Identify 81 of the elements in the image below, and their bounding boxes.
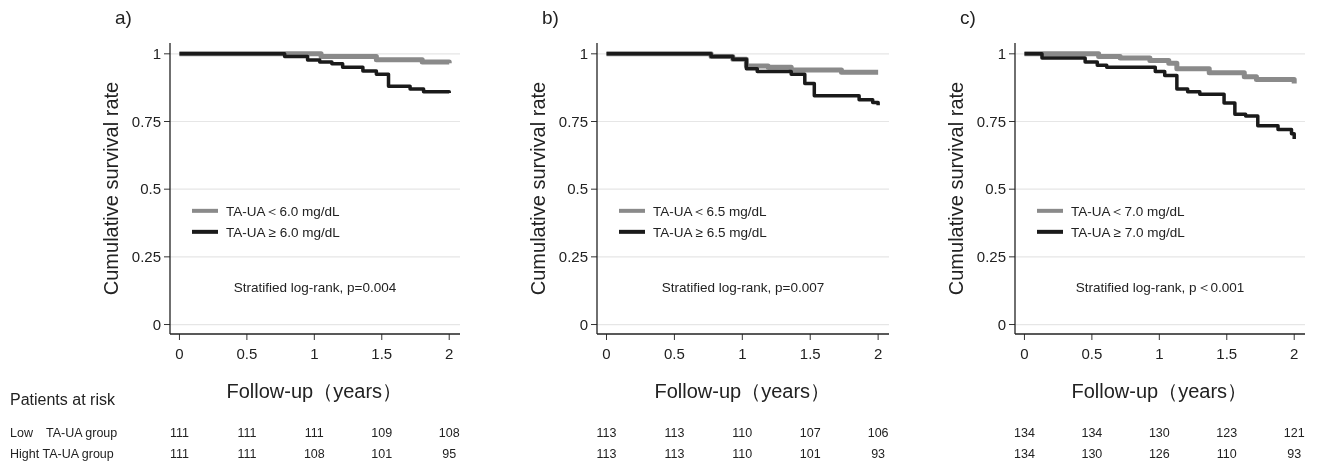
legend-label: TA-UA ≥ 6.5 mg/dL xyxy=(653,224,768,240)
x-tick-label: 1.5 xyxy=(371,345,393,362)
x-tick-label: 0.5 xyxy=(236,345,258,362)
y-tick-label: 0.25 xyxy=(131,247,161,265)
text: 134 xyxy=(1014,447,1035,461)
x-tick-label: 1 xyxy=(1155,345,1164,362)
x-tick-label: 0 xyxy=(602,345,611,362)
x-tick-label: 1 xyxy=(310,345,319,362)
text: 126 xyxy=(1148,447,1170,461)
x-tick-label: 2 xyxy=(873,345,883,362)
text: 121 xyxy=(1283,426,1305,440)
x-tick-label: 0 xyxy=(175,345,184,362)
x-tick-label: 0.5 xyxy=(663,345,685,362)
text: 134 xyxy=(1014,426,1035,440)
text: 109 xyxy=(371,426,393,440)
text: 113 xyxy=(664,447,685,461)
text: 110 xyxy=(1216,447,1237,461)
x-tick-label: 2 xyxy=(445,345,454,362)
text: 107 xyxy=(799,426,821,440)
text: 123 xyxy=(1216,426,1238,440)
y-tick-label: 0.25 xyxy=(976,247,1006,265)
y-axis-title: Cumulative survival rate xyxy=(100,81,122,296)
annotation: Stratified log-rank, p＜0.001 xyxy=(1075,280,1245,296)
x-axis-title: Follow-up（years） xyxy=(1071,380,1248,402)
x-tick-label: 0 xyxy=(1020,345,1029,362)
x-tick-label: 2 xyxy=(1290,345,1299,362)
text: 93 xyxy=(871,447,886,461)
y-axis-title: Cumulative survival rate xyxy=(527,81,549,296)
legend-label: TA-UA＜7.0 mg/dL xyxy=(1071,203,1186,219)
y-tick-label: 0 xyxy=(579,315,588,333)
text: 111 xyxy=(237,447,257,461)
legend-label: TA-UA＜6.5 mg/dL xyxy=(653,203,768,219)
chart-title: b) xyxy=(542,7,559,28)
y-tick-label: 1 xyxy=(579,44,588,62)
legend-label: TA-UA＜6.0 mg/dL xyxy=(226,203,341,219)
x-tick-label: 1 xyxy=(738,345,747,362)
text: 101 xyxy=(799,447,821,461)
y-tick-label: 0.25 xyxy=(558,247,588,265)
text: 110 xyxy=(732,426,753,440)
y-tick-label: 0.5 xyxy=(985,180,1006,198)
text: 106 xyxy=(867,426,889,440)
chart-title: a) xyxy=(115,7,132,28)
x-axis-title: Follow-up（years） xyxy=(654,380,831,402)
text: Low TA-UA group xyxy=(10,426,118,440)
text: 130 xyxy=(1081,447,1103,461)
legend-label: TA-UA ≥ 6.0 mg/dL xyxy=(226,224,341,240)
x-tick-label: 0.5 xyxy=(1081,345,1103,362)
text: 113 xyxy=(664,426,685,440)
y-tick-label: 0.75 xyxy=(976,112,1006,130)
text: 113 xyxy=(596,447,617,461)
chart-title: c) xyxy=(960,7,976,28)
annotation: Stratified log-rank, p=0.007 xyxy=(661,280,825,296)
y-tick-label: 1 xyxy=(997,44,1006,62)
x-axis-title: Follow-up（years） xyxy=(226,380,403,402)
text: 111 xyxy=(169,426,189,440)
legend-label: TA-UA ≥ 7.0 mg/dL xyxy=(1071,224,1186,240)
y-tick-label: 0.75 xyxy=(558,112,588,130)
text: 95 xyxy=(442,447,457,461)
text: 101 xyxy=(371,447,393,461)
y-tick-label: 0.5 xyxy=(567,180,588,198)
text: 134 xyxy=(1081,426,1103,440)
text: 130 xyxy=(1148,426,1170,440)
text: 111 xyxy=(304,426,324,440)
text: 110 xyxy=(732,447,753,461)
y-tick-label: 1 xyxy=(152,44,161,62)
y-tick-label: 0 xyxy=(997,315,1006,333)
text: 108 xyxy=(303,447,325,461)
x-tick-label: 1.5 xyxy=(1216,345,1238,362)
text: Patients at risk xyxy=(10,391,116,408)
text: 113 xyxy=(596,426,617,440)
text: 111 xyxy=(237,426,257,440)
annotation: Stratified log-rank, p=0.004 xyxy=(233,280,397,296)
text: 108 xyxy=(438,426,460,440)
y-axis-title: Cumulative survival rate xyxy=(945,81,967,296)
text: 93 xyxy=(1287,447,1302,461)
y-tick-label: 0.5 xyxy=(140,180,161,198)
x-tick-label: 1.5 xyxy=(799,345,821,362)
text: 111 xyxy=(169,447,189,461)
y-tick-label: 0 xyxy=(152,315,161,333)
y-tick-label: 0.75 xyxy=(131,112,161,130)
text: Hight TA-UA group xyxy=(10,447,114,461)
